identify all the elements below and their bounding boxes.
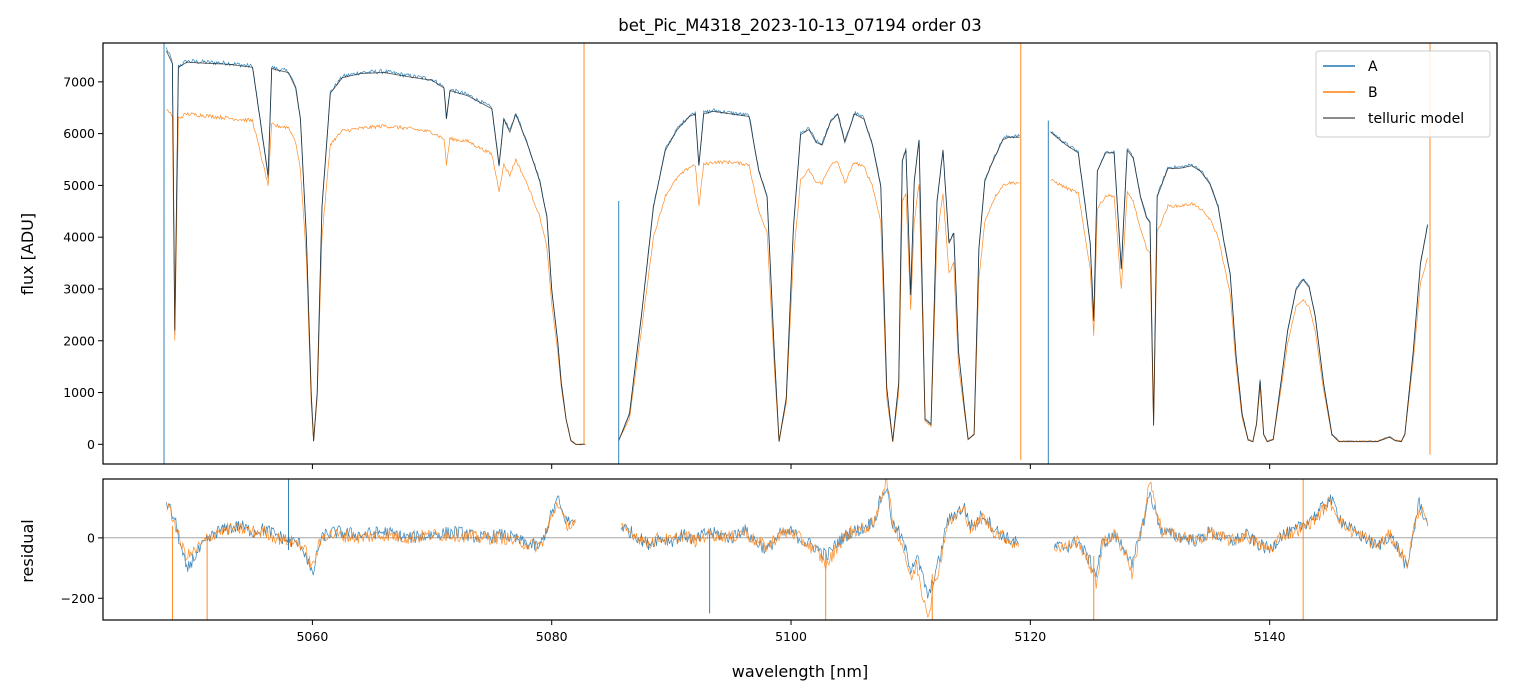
residual-y-tick-label: 0 (87, 530, 95, 545)
residual-panel: −200 0 5060 5080 5100 5120 5140 residual (18, 478, 1498, 644)
legend-box (1315, 50, 1491, 138)
series-telluric-model-line-1 (618, 110, 1020, 442)
x-tick-label: 5140 (1254, 629, 1286, 644)
spectrum-y-axis-label: flux [ADU] (18, 213, 37, 295)
legend-label-a: A (1368, 59, 1378, 75)
legend-label-telluric: telluric model (1368, 111, 1464, 127)
spectrum-y-ticks: 0 1000 2000 3000 4000 5000 6000 7000 (63, 74, 103, 452)
series-b-line-0 (166, 501, 576, 569)
spectrum-y-tick-label: 2000 (63, 333, 95, 348)
spectrum-x-ticks (311, 464, 1271, 469)
residual-y-tick-label: −200 (61, 591, 95, 606)
x-axis-label: wavelength [nm] (732, 662, 869, 681)
series-b-line-0 (166, 109, 586, 446)
x-tick-label: 5060 (296, 629, 328, 644)
series-b-line-1 (620, 479, 1019, 618)
series-telluric-model-line-0 (166, 50, 586, 445)
series-b-line-1 (618, 159, 1020, 442)
spectrum-y-tick-label: 4000 (63, 230, 95, 245)
spectrum-y-tick-label: 5000 (63, 178, 95, 193)
chart-title: bet_Pic_M4318_2023-10-13_07194 order 03 (618, 16, 981, 36)
x-tick-label: 5120 (1014, 629, 1046, 644)
spectrum-y-tick-label: 0 (87, 437, 95, 452)
spectrum-y-tick-label: 1000 (63, 385, 95, 400)
x-tick-label: 5100 (775, 629, 807, 644)
spectrum-y-tick-label: 7000 (63, 74, 95, 89)
series-telluric-model-line-2 (1050, 131, 1429, 443)
residual-x-ticks: 5060 5080 5100 5120 5140 (296, 620, 1286, 644)
spectrum-axes-frame (102, 42, 1498, 465)
series-b-line-2 (1053, 481, 1428, 589)
spectrum-data (163, 43, 1431, 464)
legend-label-b: B (1368, 85, 1378, 101)
legend: A B telluric model (1315, 50, 1491, 138)
spectrum-y-tick-label: 3000 (63, 281, 95, 296)
spectrum-y-tick-label: 6000 (63, 126, 95, 141)
residual-y-axis-label: residual (18, 519, 37, 582)
spectrum-panel: 0 1000 2000 3000 4000 5000 6000 7000 flux [ADU] (18, 42, 1498, 469)
residual-axes-frame (102, 478, 1498, 621)
residual-y-ticks: −200 0 (61, 530, 103, 606)
x-tick-label: 5080 (536, 629, 568, 644)
residual-data (103, 479, 1497, 620)
